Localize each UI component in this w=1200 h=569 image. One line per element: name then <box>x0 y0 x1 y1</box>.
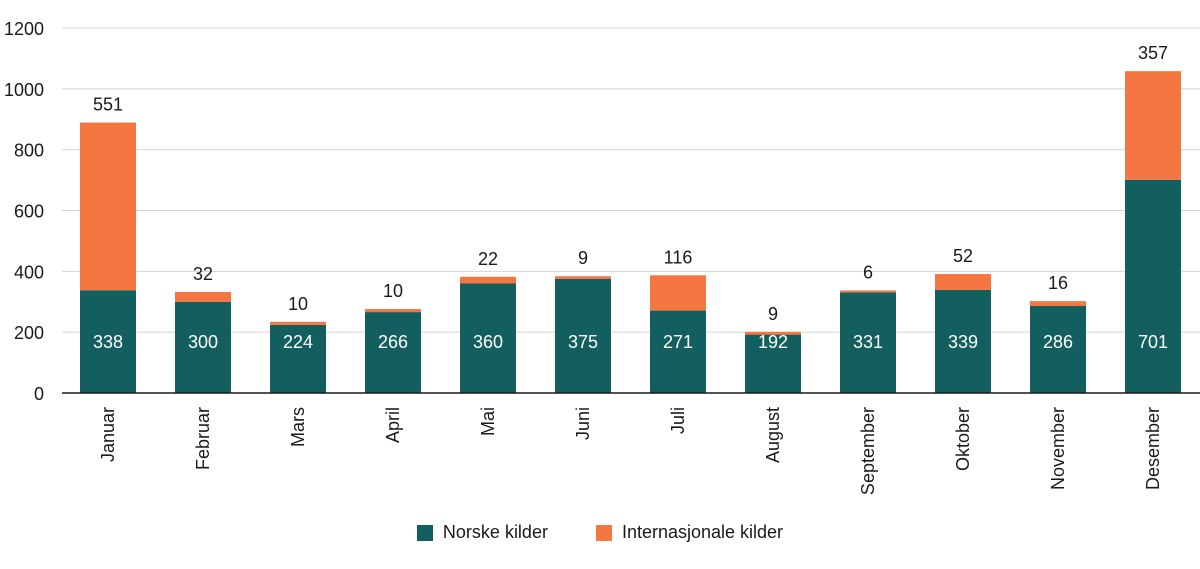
data-label-norske-februar: 300 <box>188 332 218 352</box>
data-label-internasjonale-november: 16 <box>1048 273 1068 293</box>
data-label-norske-mars: 224 <box>283 332 313 352</box>
y-tick-label-600: 600 <box>14 202 44 222</box>
y-tick-label-400: 400 <box>14 262 44 282</box>
legend-label-norske-kilder: Norske kilder <box>442 522 548 542</box>
bar-norske-juli <box>650 310 706 393</box>
data-label-norske-juli: 271 <box>663 332 693 352</box>
data-label-internasjonale-oktober: 52 <box>953 246 973 266</box>
x-tick-label-mars: Mars <box>288 407 308 447</box>
y-tick-label-1000: 1000 <box>4 80 44 100</box>
bar-internasjonale-oktober <box>935 274 991 290</box>
bar-norske-november <box>1030 306 1086 393</box>
data-label-norske-desember: 701 <box>1138 332 1168 352</box>
data-label-internasjonale-mars: 10 <box>288 294 308 314</box>
bar-internasjonale-november <box>1030 301 1086 307</box>
data-label-internasjonale-februar: 32 <box>193 264 213 284</box>
bar-internasjonale-september <box>840 290 896 293</box>
bar-norske-februar <box>175 301 231 393</box>
bar-norske-desember <box>1125 179 1181 393</box>
bar-internasjonale-februar <box>175 292 231 302</box>
bar-norske-mars <box>270 324 326 393</box>
bar-internasjonale-august <box>745 331 801 335</box>
bar-internasjonale-mai <box>460 276 516 284</box>
bar-norske-juni <box>555 278 611 393</box>
axis-layer: 0 200 400 600 800 1000 1200 Januar Februar Mars Ap… <box>4 19 1200 495</box>
bar-internasjonale-juli <box>650 275 706 311</box>
bar-norske-mai <box>460 283 516 393</box>
bar-norske-oktober <box>935 289 991 393</box>
bar-norske-april <box>365 312 421 393</box>
data-label-norske-januar: 338 <box>93 332 123 352</box>
bar-norske-september <box>840 292 896 393</box>
x-tick-label-oktober: Oktober <box>953 407 973 471</box>
legend: Norske kilder Internasjonale kilder <box>0 522 1200 543</box>
data-label-internasjonale-august: 9 <box>768 304 778 324</box>
data-label-internasjonale-juli: 116 <box>664 247 693 267</box>
data-label-internasjonale-januar: 551 <box>93 95 123 115</box>
bar-norske-januar <box>80 290 136 393</box>
data-label-norske-november: 286 <box>1043 332 1073 352</box>
bar-internasjonale-juni <box>555 276 611 279</box>
label-layer: 338 551 300 32 224 10 266 10 360 22 375 9 271 116 192 9… <box>93 43 1168 352</box>
data-label-norske-september: 331 <box>853 332 883 352</box>
legend-swatch-norske-kilder <box>416 524 433 541</box>
y-tick-label-800: 800 <box>14 141 44 161</box>
y-tick-label-0: 0 <box>34 384 44 404</box>
bar-internasjonale-januar <box>80 122 136 291</box>
x-tick-label-juni: Juni <box>573 407 593 440</box>
data-label-internasjonale-desember: 357 <box>1138 43 1168 63</box>
data-label-internasjonale-april: 10 <box>383 281 403 301</box>
data-label-internasjonale-mai: 22 <box>478 249 498 269</box>
legend-swatch-internasjonale-kilder <box>595 524 612 541</box>
bar-layer <box>80 71 1181 393</box>
data-label-norske-august: 192 <box>758 332 788 352</box>
x-tick-label-mai: Mai <box>478 407 498 436</box>
data-label-norske-juni: 375 <box>568 332 598 352</box>
x-tick-label-august: August <box>763 407 783 463</box>
x-tick-label-april: April <box>383 407 403 443</box>
y-tick-label-200: 200 <box>14 323 44 343</box>
data-label-norske-april: 266 <box>378 332 408 352</box>
data-label-internasjonale-juni: 9 <box>578 248 588 268</box>
bar-norske-august <box>745 334 801 393</box>
x-tick-label-november: November <box>1048 407 1068 490</box>
bar-internasjonale-desember <box>1125 71 1181 180</box>
x-tick-label-februar: Februar <box>193 407 213 470</box>
bar-internasjonale-mars <box>270 321 326 325</box>
legend-item-internasjonale-kilder: Internasjonale kilder <box>595 522 784 543</box>
legend-label-internasjonale-kilder: Internasjonale kilder <box>621 522 784 542</box>
x-tick-label-desember: Desember <box>1143 407 1163 490</box>
legend-item-norske-kilder: Norske kilder <box>416 522 548 543</box>
data-label-internasjonale-september: 6 <box>863 262 873 282</box>
data-label-norske-mai: 360 <box>473 332 503 352</box>
grid-layer <box>62 27 1200 333</box>
x-tick-label-juli: Juli <box>668 407 688 434</box>
data-label-norske-oktober: 339 <box>948 332 978 352</box>
bar-internasjonale-april <box>365 309 421 313</box>
x-tick-label-januar: Januar <box>98 407 118 462</box>
y-tick-label-1200: 1200 <box>4 19 44 39</box>
x-tick-label-september: September <box>858 407 878 495</box>
